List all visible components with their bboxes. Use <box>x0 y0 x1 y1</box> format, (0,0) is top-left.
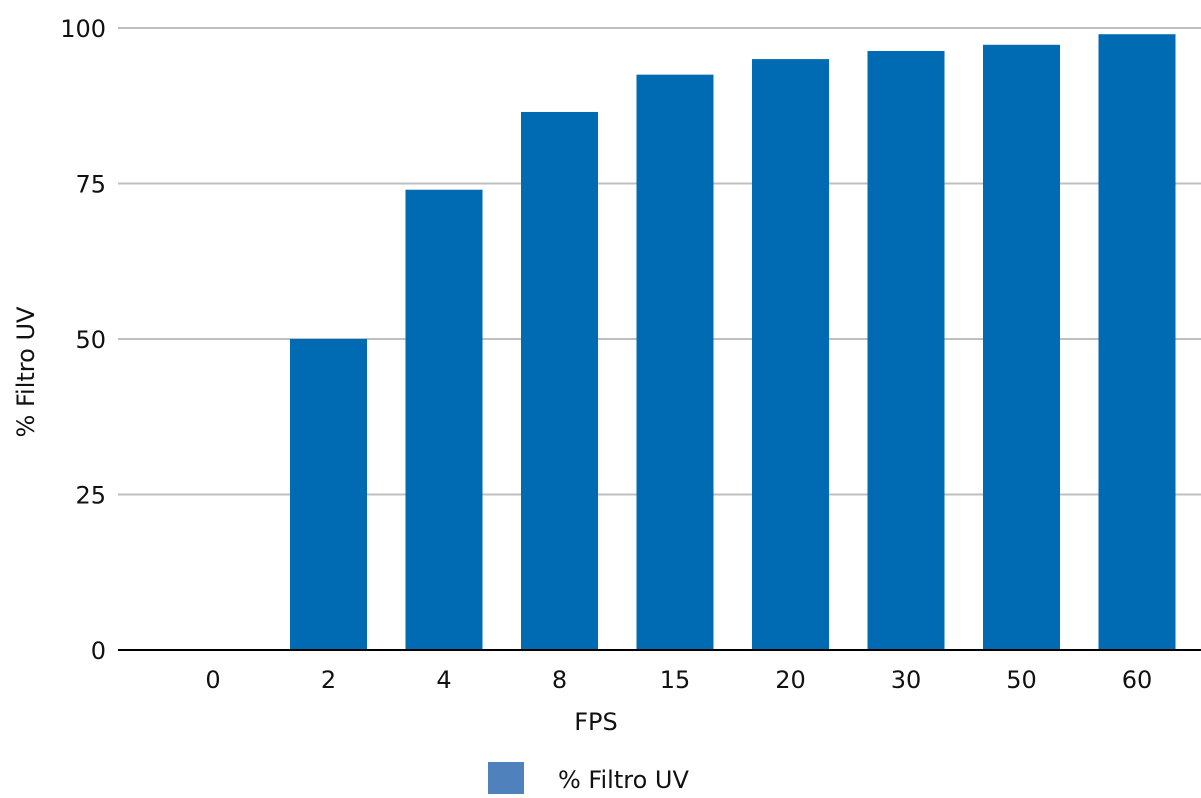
y-tick-label: 25 <box>75 482 106 510</box>
y-tick-label: 100 <box>60 15 106 43</box>
bar-60 <box>1098 34 1176 651</box>
legend: % Filtro UV <box>488 762 689 794</box>
legend-label: % Filtro UV <box>558 766 689 794</box>
bar-2 <box>290 339 367 650</box>
x-tick-label: 0 <box>205 666 220 694</box>
bar-15 <box>636 74 714 650</box>
x-tick-label: 50 <box>1006 666 1037 694</box>
bar-20 <box>752 59 829 651</box>
x-tick-labels: 0 2 4 8 15 20 30 50 60 <box>205 666 1152 694</box>
bar-8 <box>521 111 598 651</box>
x-tick-label: 20 <box>775 666 806 694</box>
x-tick-label: 8 <box>552 666 567 694</box>
y-tick-label: 0 <box>91 637 106 665</box>
x-axis-title: FPS <box>574 708 618 736</box>
bar-4 <box>405 189 483 650</box>
x-tick-label: 4 <box>436 666 451 694</box>
y-axis-title: % Filtro UV <box>12 306 40 437</box>
x-tick-label: 15 <box>660 666 691 694</box>
x-tick-label: 2 <box>321 666 336 694</box>
x-tick-label: 60 <box>1122 666 1153 694</box>
bar-30 <box>867 51 945 651</box>
bars <box>290 34 1176 651</box>
x-tick-label: 30 <box>891 666 922 694</box>
y-tick-label: 50 <box>75 326 106 354</box>
y-tick-labels: 0 25 50 75 100 <box>60 15 106 665</box>
bar-50 <box>983 44 1060 650</box>
legend-swatch <box>488 762 524 794</box>
y-tick-label: 75 <box>75 171 106 199</box>
